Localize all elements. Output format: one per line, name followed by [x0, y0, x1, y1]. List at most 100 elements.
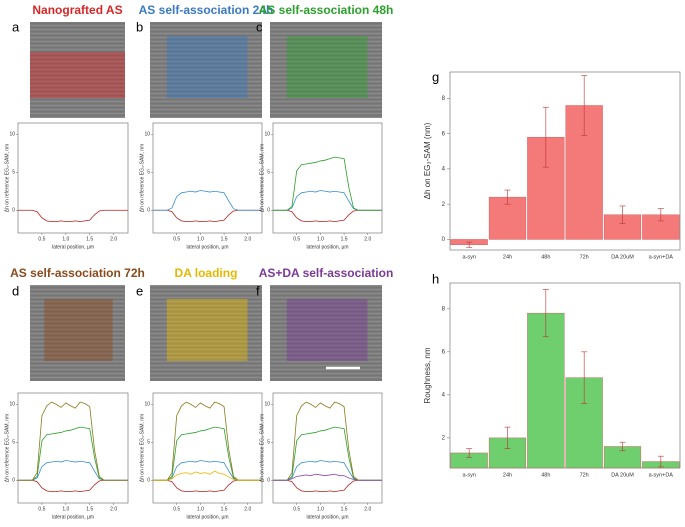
- x-axis-label: lateral position, µm: [186, 244, 228, 250]
- y-tick-label: 0: [147, 208, 150, 214]
- profile-line: [153, 190, 262, 211]
- pattern-overlay: [286, 36, 368, 98]
- profile-line: [18, 401, 128, 481]
- afm-image: [150, 22, 262, 118]
- plot-frame: [449, 282, 681, 469]
- y-tick-label: 0: [147, 478, 150, 484]
- y-tick-label: 2: [442, 435, 446, 441]
- x-tick-label: 1.5: [221, 506, 228, 512]
- x-tick-label: 1.0: [197, 506, 204, 512]
- x-tick-label: a-syn+DA: [649, 472, 674, 478]
- panel-title: AS+DA self-association: [259, 266, 394, 280]
- plot-frame: [17, 392, 129, 504]
- x-tick-label: DA 20uM: [611, 254, 634, 260]
- panel-title: AS self-association 48h: [259, 3, 394, 17]
- x-tick-label: 48h: [541, 254, 550, 260]
- afm-image: [30, 285, 125, 381]
- x-tick-label: 0.5: [38, 236, 45, 242]
- y-axis-label: Δh on reference EG₃-SAM, nm: [139, 144, 145, 212]
- bar: [527, 312, 565, 469]
- error-bar: [581, 351, 588, 404]
- y-tick-label: 5: [147, 170, 150, 176]
- profile-line: [273, 156, 382, 211]
- x-tick-label: 2.0: [110, 236, 117, 242]
- x-tick-label: 1.5: [341, 506, 348, 512]
- x-tick-label: DA 20uM: [611, 472, 634, 478]
- y-tick-label: 8: [442, 96, 446, 102]
- y-axis-label: Δh on EG₃-SAM (nm): [423, 122, 432, 199]
- x-tick-label: 1.0: [62, 506, 69, 512]
- y-tick-label: 6: [442, 131, 446, 137]
- x-tick-label: 0.5: [38, 506, 45, 512]
- panel-letter: a: [12, 19, 20, 34]
- profile-line: [273, 473, 382, 481]
- y-tick-label: 10: [9, 132, 15, 138]
- x-tick-label: a-syn: [462, 472, 475, 478]
- panel-letter: b: [136, 19, 143, 34]
- x-tick-label: 24h: [503, 472, 512, 478]
- plot-frame: [152, 392, 263, 504]
- x-tick-label: 0.5: [173, 506, 180, 512]
- pattern-overlay: [166, 299, 248, 361]
- y-tick-label: 5: [12, 440, 15, 446]
- plot-frame: [449, 71, 681, 251]
- panel-title: AS self-association 72h: [10, 266, 145, 280]
- x-tick-label: 1.0: [197, 236, 204, 242]
- x-tick-label: 2.0: [110, 506, 117, 512]
- error-bar: [657, 208, 664, 222]
- error-bar: [542, 289, 549, 338]
- x-tick-label: a-syn: [462, 254, 475, 260]
- pattern-overlay: [166, 36, 248, 98]
- y-tick-label: 5: [12, 170, 15, 176]
- y-tick-label: 4: [442, 392, 446, 398]
- y-tick-label: 5: [267, 170, 270, 176]
- y-axis-label: Δh on reference EG₃-SAM, nm: [4, 144, 10, 212]
- x-tick-label: 1.0: [317, 236, 324, 242]
- x-tick-label: 2.0: [364, 236, 371, 242]
- y-tick-label: 0: [442, 237, 446, 243]
- x-tick-label: 2.0: [244, 506, 251, 512]
- x-tick-label: 72h: [580, 472, 589, 478]
- y-tick-label: 2: [442, 202, 446, 208]
- x-tick-label: 1.0: [317, 506, 324, 512]
- profile-line: [18, 209, 128, 223]
- x-tick-label: 24h: [503, 254, 512, 260]
- pattern-overlay: [30, 52, 125, 98]
- error-bar: [542, 106, 549, 168]
- error-bar: [504, 189, 511, 205]
- x-tick-label: 1.0: [62, 236, 69, 242]
- x-tick-label: 2.0: [364, 506, 371, 512]
- x-axis-label: lateral position, µm: [306, 514, 348, 520]
- y-tick-label: 10: [144, 402, 150, 408]
- panel-title: DA loading: [175, 266, 238, 280]
- error-bar: [619, 441, 626, 452]
- y-tick-label: 0: [267, 208, 270, 214]
- panel-letter: g: [432, 69, 439, 84]
- y-tick-label: 0: [12, 208, 15, 214]
- x-axis-label: lateral position, µm: [52, 514, 94, 520]
- y-tick-label: 5: [147, 440, 150, 446]
- y-tick-label: 10: [144, 132, 150, 138]
- x-axis-label: lateral position, µm: [186, 514, 228, 520]
- x-tick-label: 0.5: [293, 506, 300, 512]
- plot-frame: [152, 122, 263, 234]
- error-bar: [466, 448, 473, 458]
- pattern-overlay: [286, 299, 368, 361]
- x-axis-label: lateral position, µm: [306, 244, 348, 250]
- x-tick-label: 48h: [541, 472, 550, 478]
- x-tick-label: 72h: [580, 254, 589, 260]
- y-tick-label: 10: [9, 402, 15, 408]
- y-tick-label: 8: [442, 306, 446, 312]
- x-tick-label: 0.5: [293, 236, 300, 242]
- x-tick-label: 1.5: [221, 236, 228, 242]
- y-axis-label: Roughness, nm: [423, 347, 432, 403]
- panel-letter: c: [256, 19, 263, 34]
- panel-letter: h: [432, 271, 439, 286]
- x-tick-label: 2.0: [244, 236, 251, 242]
- error-bar: [619, 205, 626, 224]
- afm-image: [270, 285, 382, 381]
- panel-letter: f: [256, 283, 260, 298]
- y-tick-label: 0: [12, 478, 15, 484]
- pattern-overlay: [44, 299, 113, 361]
